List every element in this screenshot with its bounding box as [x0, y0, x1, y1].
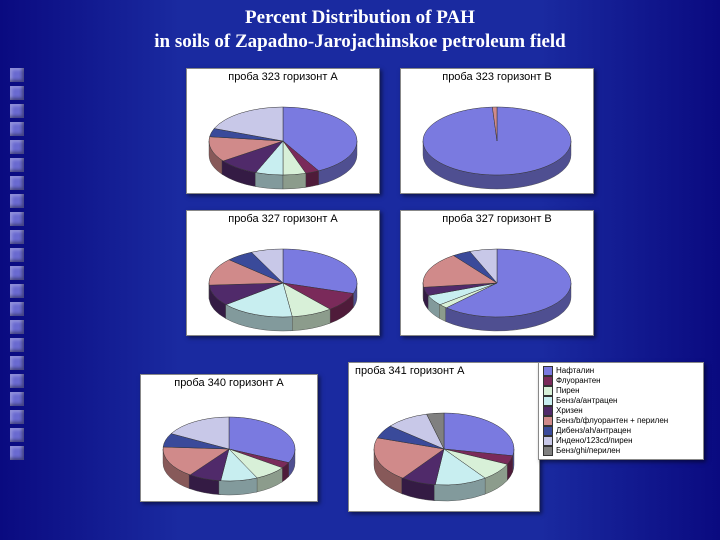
legend-box: НафталинФлуорантенПиренБенз/а/антраценХр…: [538, 362, 704, 460]
legend-swatch: [543, 406, 553, 416]
chart-panel-p323B: проба 323 горизонт B: [400, 68, 594, 194]
pie-chart: [187, 69, 379, 193]
pie-chart: [187, 211, 379, 335]
legend-label: Флуорантен: [556, 376, 601, 385]
legend-label: Бенз/ghi/перилен: [556, 446, 620, 455]
legend-item: Бенз/а/антрацен: [543, 396, 699, 406]
chart-panel-p327A: проба 327 горизонт A: [186, 210, 380, 336]
pie-chart: [141, 375, 317, 501]
legend-item: Дибенз/ah/антрацен: [543, 426, 699, 436]
chart-title: проба 323 горизонт B: [401, 71, 593, 83]
legend-label: Бенз/а/антрацен: [556, 396, 617, 405]
slide-title: Percent Distribution of PAH in soils of …: [0, 6, 720, 54]
legend-swatch: [543, 376, 553, 386]
chart-title: проба 341 горизонт A: [355, 365, 465, 377]
legend-item: Индено/123cd/пирен: [543, 436, 699, 446]
chart-panel-p323A: проба 323 горизонт A: [186, 68, 380, 194]
legend-swatch: [543, 416, 553, 426]
chart-panel-p340A: проба 340 горизонт A: [140, 374, 318, 502]
legend-item: Флуорантен: [543, 376, 699, 386]
title-line1: Percent Distribution of PAH: [245, 7, 475, 28]
legend-swatch: [543, 366, 553, 376]
legend-swatch: [543, 386, 553, 396]
legend-label: Дибенз/ah/антрацен: [556, 426, 631, 435]
pie-chart: [401, 69, 593, 193]
chart-title: проба 323 горизонт A: [187, 71, 379, 83]
legend-swatch: [543, 426, 553, 436]
legend-swatch: [543, 396, 553, 406]
chart-title: проба 327 горизонт B: [401, 213, 593, 225]
legend-label: Индено/123cd/пирен: [556, 436, 633, 445]
side-bullets: [0, 68, 24, 460]
chart-panel-p327B: проба 327 горизонт B: [400, 210, 594, 336]
legend-item: Пирен: [543, 386, 699, 396]
title-line2: in soils of Zapadno-Jarojachinskoe petro…: [154, 31, 566, 52]
legend-label: Бенз/b/флуорантен + перилен: [556, 416, 668, 425]
legend-swatch: [543, 436, 553, 446]
pie-chart: [349, 363, 539, 511]
legend-label: Пирен: [556, 386, 580, 395]
chart-panel-p341A: проба 341 горизонт A: [348, 362, 540, 512]
chart-title: проба 340 горизонт A: [141, 377, 317, 389]
legend-item: Хризен: [543, 406, 699, 416]
legend-label: Нафталин: [556, 366, 594, 375]
slide: Percent Distribution of PAH in soils of …: [0, 0, 720, 540]
legend-item: Бенз/ghi/перилен: [543, 446, 699, 456]
chart-title: проба 327 горизонт A: [187, 213, 379, 225]
legend-swatch: [543, 446, 553, 456]
legend-item: Нафталин: [543, 366, 699, 376]
legend-label: Хризен: [556, 406, 583, 415]
pie-chart: [401, 211, 593, 335]
legend-item: Бенз/b/флуорантен + перилен: [543, 416, 699, 426]
